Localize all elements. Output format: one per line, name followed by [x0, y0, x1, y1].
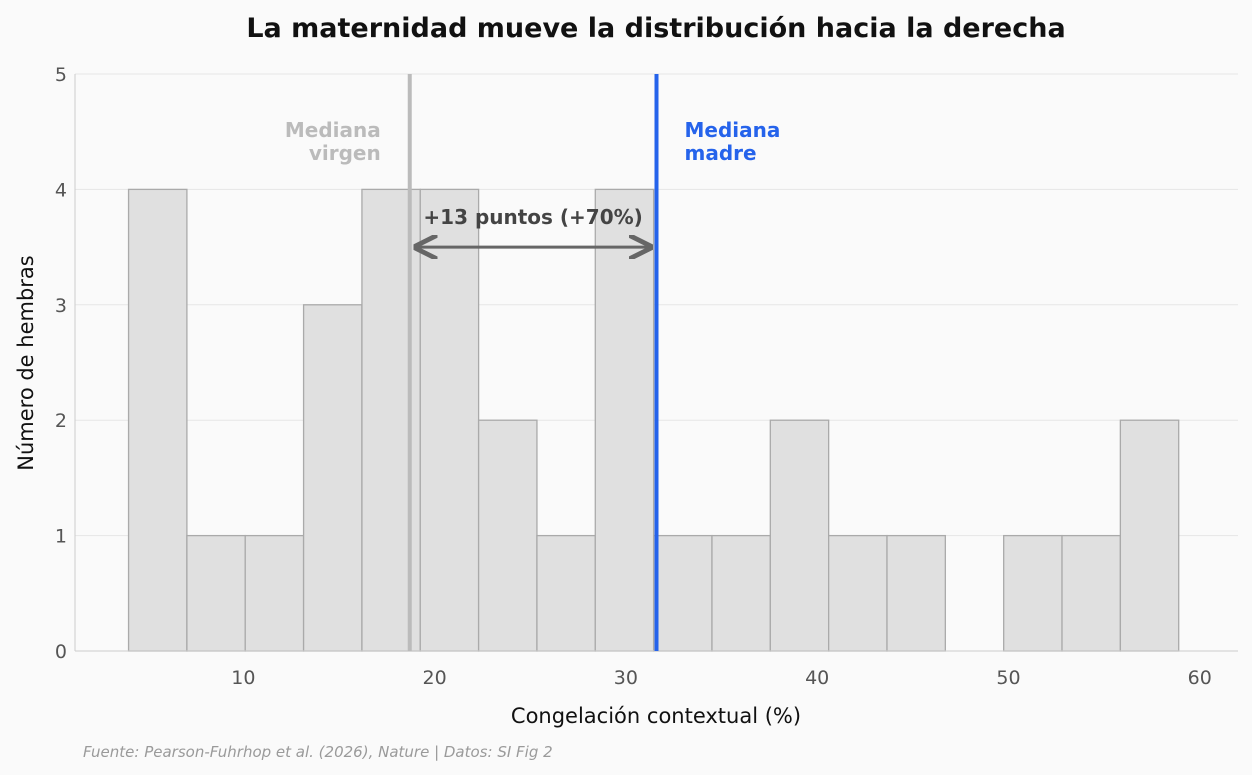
y-tick-label: 1: [55, 526, 67, 548]
x-tick-label: 10: [231, 667, 255, 689]
histogram-bar: [711, 534, 771, 652]
y-axis-label: Número de hembras: [14, 255, 38, 470]
x-axis-label: Congelación contextual (%): [511, 704, 801, 728]
y-tick-label: 4: [55, 179, 67, 201]
y-tick-label: 3: [55, 295, 67, 317]
x-tick-label: 30: [614, 667, 638, 689]
histogram-bar: [302, 304, 363, 652]
histogram-bar: [828, 534, 888, 652]
chart-title: La maternidad mueve la distribución haci…: [246, 13, 1065, 44]
histogram-bar: [886, 534, 946, 652]
histogram-bar: [769, 419, 830, 652]
x-tick-label: 20: [423, 667, 447, 689]
histogram-bar: [594, 188, 655, 652]
y-tick-label: 2: [55, 410, 67, 432]
x-tick-label: 60: [1188, 667, 1212, 689]
tick-labels: 10 20 30 40 50 60 0 1 2 3 4 5: [55, 64, 1212, 689]
histogram-bar: [652, 534, 713, 652]
histogram-bars: [127, 188, 1180, 652]
x-tick-label: 50: [996, 667, 1020, 689]
median-virgin-label-line1: Mediana: [285, 118, 381, 142]
median-mother-label-line1: Mediana: [685, 118, 781, 142]
histogram-bar: [1061, 534, 1122, 652]
histogram-bar: [1003, 534, 1063, 652]
histogram-bar: [477, 419, 538, 652]
histogram-bar: [186, 534, 246, 652]
histogram-bar: [419, 188, 480, 652]
difference-label: +13 puntos (+70%): [423, 205, 642, 229]
histogram-bar: [1119, 419, 1180, 652]
x-tick-label: 40: [805, 667, 829, 689]
histogram-bar: [536, 534, 596, 652]
median-mother-label-line2: madre: [685, 141, 757, 165]
source-note: Fuente: Pearson-Fuhrhop et al. (2026), N…: [83, 743, 553, 761]
histogram-bar: [244, 534, 305, 652]
median-virgin-label-line2: virgen: [309, 141, 381, 165]
y-tick-label: 5: [55, 64, 67, 86]
histogram-bar: [127, 188, 188, 652]
y-tick-label: 0: [55, 641, 67, 663]
